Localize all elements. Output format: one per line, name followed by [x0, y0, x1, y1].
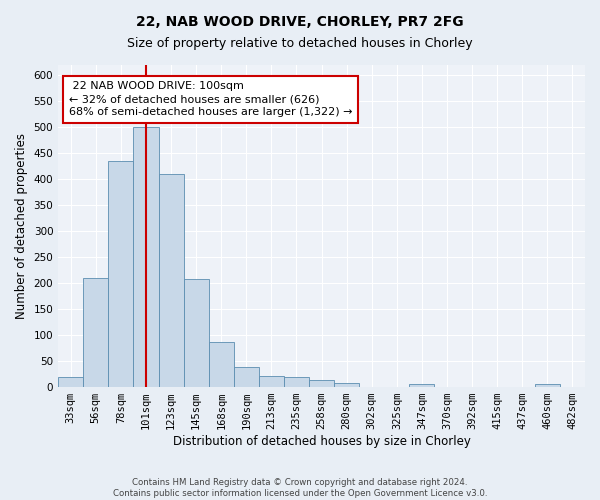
Y-axis label: Number of detached properties: Number of detached properties — [15, 133, 28, 319]
Text: 22, NAB WOOD DRIVE, CHORLEY, PR7 2FG: 22, NAB WOOD DRIVE, CHORLEY, PR7 2FG — [136, 15, 464, 29]
Bar — [334, 383, 359, 386]
Bar — [109, 161, 133, 386]
Bar — [158, 174, 184, 386]
Bar — [58, 377, 83, 386]
X-axis label: Distribution of detached houses by size in Chorley: Distribution of detached houses by size … — [173, 434, 470, 448]
Bar — [133, 127, 158, 386]
Bar — [259, 376, 284, 386]
Bar — [234, 368, 259, 386]
Bar — [409, 384, 434, 386]
Bar — [83, 278, 109, 386]
Text: Contains HM Land Registry data © Crown copyright and database right 2024.
Contai: Contains HM Land Registry data © Crown c… — [113, 478, 487, 498]
Text: 22 NAB WOOD DRIVE: 100sqm
← 32% of detached houses are smaller (626)
68% of semi: 22 NAB WOOD DRIVE: 100sqm ← 32% of detac… — [69, 81, 352, 118]
Bar — [184, 279, 209, 386]
Bar — [535, 384, 560, 386]
Bar — [309, 380, 334, 386]
Bar — [209, 342, 234, 386]
Bar — [284, 377, 309, 386]
Text: Size of property relative to detached houses in Chorley: Size of property relative to detached ho… — [127, 38, 473, 51]
